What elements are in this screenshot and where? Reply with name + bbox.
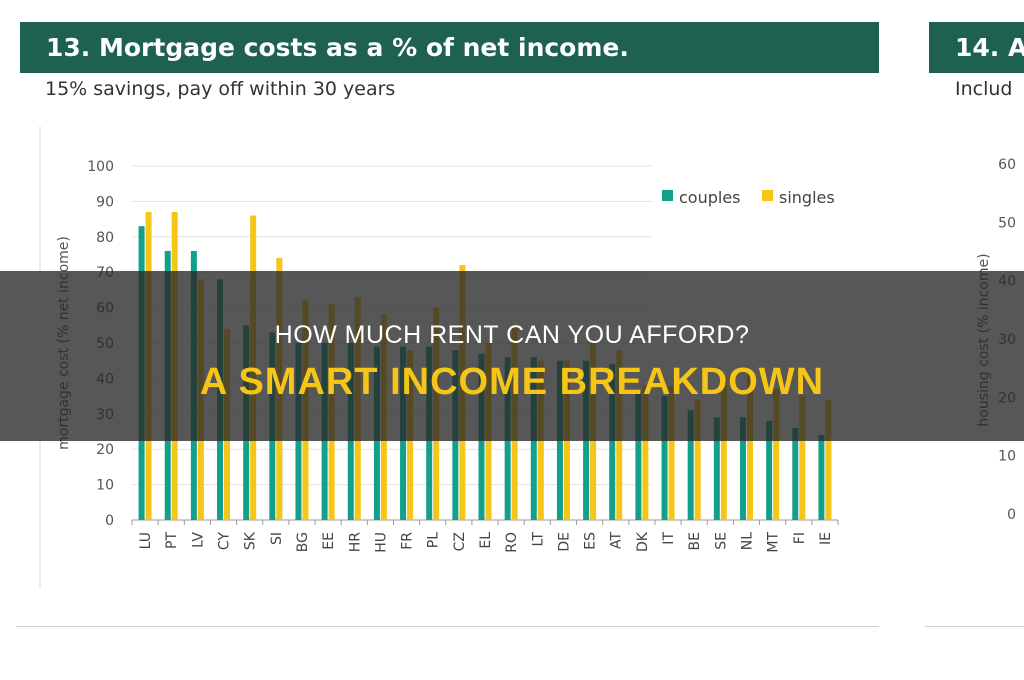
bar-couples-mt [766, 420, 773, 520]
legend-swatch-couples [662, 190, 673, 201]
bar-singles-it [668, 385, 675, 520]
x-tick-label: MT [766, 532, 782, 553]
legend-swatch-singles [762, 190, 773, 201]
bar-couples-nl [739, 417, 746, 520]
x-tick-label: SI [269, 532, 285, 545]
y-tick-label: 10 [96, 478, 114, 494]
bar-couples-it [661, 396, 668, 520]
bar-singles-se [720, 378, 727, 520]
bar-singles-mt [773, 389, 780, 520]
bar-couples-at [609, 364, 616, 520]
bar-couples-be [687, 410, 694, 520]
x-tick-label: EL [478, 532, 494, 549]
legend-label-couples: couples [679, 188, 741, 207]
bar-singles-fi [799, 396, 806, 520]
x-tick-label: FI [792, 532, 808, 544]
bar-singles-nl [746, 374, 753, 520]
bottom-rule-right [925, 626, 1024, 627]
x-tick-label: FR [400, 532, 416, 550]
y-tick-label: 80 [96, 230, 114, 246]
x-tick-label: IE [818, 532, 834, 545]
x-tick-label: ES [583, 532, 599, 550]
chart-14-subtitle: Includ [955, 78, 1013, 100]
chart-14-y-tick-label: 0 [1007, 507, 1016, 523]
y-tick-label: 90 [96, 194, 114, 210]
overlay-headline: HOW MUCH RENT CAN YOU AFFORD? [274, 321, 750, 349]
x-tick-label: SK [243, 531, 259, 550]
title-overlay: HOW MUCH RENT CAN YOU AFFORD? A SMART IN… [0, 271, 1024, 441]
x-tick-label: NL [739, 532, 755, 550]
bar-couples-dk [635, 392, 642, 520]
bar-couples-ie [818, 435, 825, 520]
x-tick-label: PL [426, 532, 442, 548]
y-tick-label: 0 [105, 513, 114, 529]
x-tick-label: EE [321, 532, 337, 550]
x-tick-label: LV [190, 532, 206, 548]
x-tick-label: PT [164, 532, 180, 549]
x-tick-label: AT [609, 532, 625, 549]
y-tick-label: 100 [87, 159, 114, 175]
x-tick-label: HR [347, 532, 363, 553]
x-tick-label: BE [687, 532, 703, 550]
x-tick-label: LT [530, 532, 546, 547]
bar-singles-ie [825, 399, 832, 520]
x-tick-label: HU [373, 532, 389, 553]
bottom-rule-left [16, 626, 879, 627]
chart-13-subtitle: 15% savings, pay off within 30 years [45, 78, 396, 100]
bar-singles-dk [642, 385, 649, 520]
x-tick-label: LU [138, 532, 154, 549]
bar-couples-se [713, 417, 720, 520]
x-tick-label: BG [295, 532, 311, 552]
legend-label-singles: singles [779, 188, 835, 207]
x-tick-label: CZ [452, 532, 468, 551]
chart-14-y-tick-label: 60 [998, 157, 1016, 173]
overlay-subheadline: A SMART INCOME BREAKDOWN [199, 361, 825, 403]
x-tick-label: CY [217, 532, 233, 551]
chart-14-title: 14. A [929, 22, 1024, 73]
chart-14-y-tick-label: 10 [998, 449, 1016, 465]
x-tick-label: IT [661, 532, 677, 545]
y-tick-label: 20 [96, 442, 114, 458]
x-tick-label: DE [556, 532, 572, 552]
chart-14-y-tick-label: 50 [998, 215, 1016, 231]
chart-13-title: 13. Mortgage costs as a % of net income. [20, 22, 879, 73]
bar-couples-fi [792, 427, 799, 520]
bar-singles-be [694, 399, 701, 520]
x-tick-label: SE [713, 532, 729, 550]
x-tick-label: DK [635, 531, 651, 552]
x-tick-label: RO [504, 532, 520, 553]
